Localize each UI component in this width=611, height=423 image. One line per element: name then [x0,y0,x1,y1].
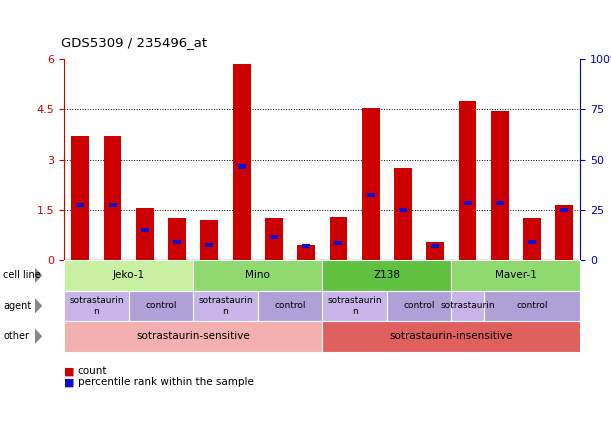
Bar [555,205,573,260]
Text: other: other [3,331,29,341]
Bar [168,218,186,260]
Text: Maver-1: Maver-1 [495,270,537,280]
Bar [76,203,84,207]
Text: control: control [274,301,306,310]
Bar [71,136,89,260]
Bar [270,234,278,239]
Text: Z138: Z138 [373,270,400,280]
Bar [109,203,117,207]
Text: sotrastaurin-sensitive: sotrastaurin-sensitive [136,331,250,341]
Text: ■: ■ [64,366,75,376]
Bar [528,239,536,244]
Bar [104,136,122,260]
Polygon shape [35,329,42,344]
Text: percentile rank within the sample: percentile rank within the sample [78,377,254,387]
Text: agent: agent [3,301,31,311]
Bar [238,164,246,168]
Bar [496,201,504,206]
Bar [298,245,315,260]
Bar [233,64,251,260]
Bar [394,168,412,260]
Polygon shape [35,298,42,313]
Text: control: control [403,301,435,310]
Bar [399,208,407,212]
Text: sotrastaurin-insensitive: sotrastaurin-insensitive [390,331,513,341]
Bar [362,108,379,260]
Text: cell line: cell line [3,270,41,280]
Text: sotrastaurin
n: sotrastaurin n [327,296,382,316]
Text: Mino: Mino [246,270,270,280]
Bar [141,228,149,232]
Text: sotrastaurin: sotrastaurin [440,301,495,310]
Text: count: count [78,366,107,376]
Bar [431,244,439,248]
Bar [560,208,568,212]
Bar [334,241,342,245]
Text: sotrastaurin
n: sotrastaurin n [69,296,124,316]
Bar [205,243,213,247]
Bar [523,218,541,260]
Bar [302,244,310,248]
Text: control: control [145,301,177,310]
Bar [491,111,508,260]
Text: sotrastaurin
n: sotrastaurin n [198,296,253,316]
Bar [173,239,181,244]
Polygon shape [35,268,42,283]
Text: ■: ■ [64,377,75,387]
Text: GDS5309 / 235496_at: GDS5309 / 235496_at [61,36,207,49]
Bar [426,242,444,260]
Bar [464,201,472,206]
Bar [367,192,375,197]
Bar [459,101,477,260]
Bar [200,220,218,260]
Text: control: control [516,301,548,310]
Bar [329,217,347,260]
Bar [265,218,283,260]
Bar [136,208,154,260]
Text: Jeko-1: Jeko-1 [112,270,145,280]
